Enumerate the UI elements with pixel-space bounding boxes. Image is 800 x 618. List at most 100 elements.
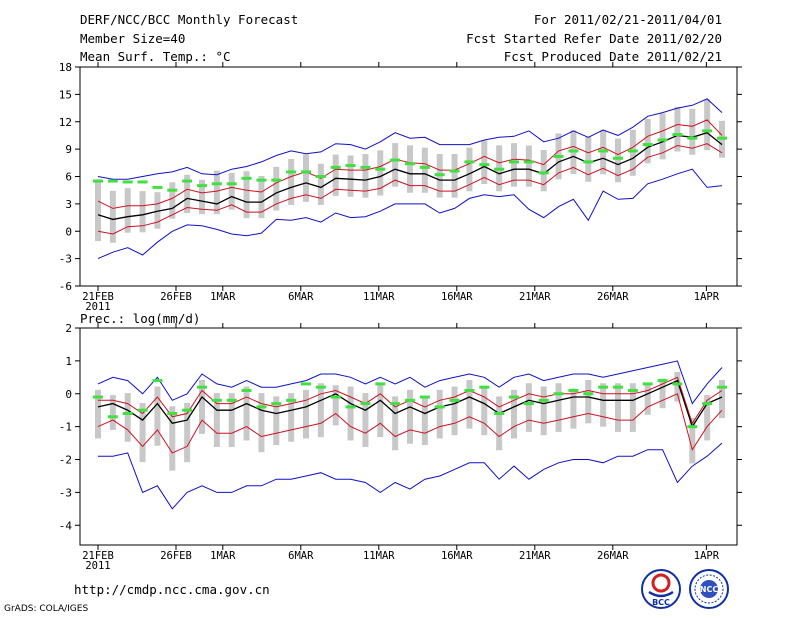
obs-marker: [345, 164, 356, 168]
spread-box: [124, 188, 131, 233]
spread-box: [585, 136, 592, 182]
obs-marker: [122, 411, 133, 415]
spread-box: [540, 386, 547, 436]
obs-marker: [315, 175, 326, 178]
y-tick-label: 12: [59, 116, 72, 129]
y-tick-label: 1: [65, 355, 72, 368]
spread-box: [303, 154, 309, 202]
grads-credit: GrADS: COLA/IGES: [4, 604, 89, 614]
obs-marker: [301, 382, 311, 386]
obs-marker: [93, 395, 103, 399]
obs-marker: [301, 170, 311, 174]
spread-box: [555, 383, 562, 432]
x-tick-label: 16MAR: [441, 550, 473, 562]
obs-marker: [137, 408, 148, 412]
obs-marker: [182, 179, 193, 183]
spread-box: [199, 179, 205, 215]
mean-line: [97, 379, 723, 429]
ncc-logo-text: NCC: [700, 585, 719, 594]
spread-box: [288, 393, 295, 442]
spread-box: [570, 388, 577, 429]
spread-box: [273, 396, 280, 446]
y-tick-label: -4: [59, 519, 73, 532]
obs-marker: [211, 182, 222, 186]
obs-marker: [687, 136, 698, 140]
spread-box: [124, 393, 131, 442]
obs-marker: [568, 149, 579, 153]
obs-marker: [553, 154, 564, 158]
obs-marker: [405, 398, 415, 402]
source-url[interactable]: http://cmdp.ncc.cma.gov.cn: [74, 582, 270, 597]
obs-marker: [122, 180, 133, 184]
obs-marker: [167, 188, 178, 192]
header-variable: Mean Surf. Temp.: °C: [80, 49, 231, 64]
obs-marker: [434, 405, 445, 409]
spread-box: [169, 406, 176, 471]
obs-marker: [152, 185, 163, 189]
spread-box: [213, 170, 220, 215]
spread-box: [288, 158, 295, 205]
spread-box: [258, 393, 265, 453]
header-period: For 2011/02/21-2011/04/01: [533, 12, 722, 27]
spread-box: [184, 402, 191, 463]
obs-marker: [627, 149, 638, 153]
spread-box: [243, 171, 250, 219]
spread-box: [659, 113, 666, 160]
spread-box: [139, 191, 146, 233]
spread-box: [540, 150, 547, 192]
x-tick-label: 6MAR: [288, 291, 314, 303]
spread-box: [704, 395, 711, 441]
spread-box: [392, 143, 399, 187]
x-tick-label: 1MAR: [210, 550, 236, 562]
obs-marker: [345, 405, 356, 409]
x-tick-label: 1MAR: [210, 291, 236, 303]
obs-marker: [494, 411, 505, 415]
obs-marker: [182, 408, 193, 412]
header-produced-date: Fcst Produced Date 2011/02/21: [503, 49, 722, 64]
obs-marker: [702, 129, 713, 133]
obs-marker: [107, 415, 118, 419]
spread-box: [258, 175, 265, 219]
spread-box: [347, 386, 354, 441]
y-tick-label: -3: [59, 486, 72, 499]
obs-marker: [717, 385, 727, 389]
obs-marker: [137, 180, 148, 184]
x-tick-label: 1APR: [694, 550, 720, 562]
spread-box: [600, 383, 607, 427]
y-tick-label: 0: [65, 225, 72, 238]
x-tick-label: 11MAR: [363, 550, 395, 562]
max-line: [97, 360, 723, 405]
y-tick-label: 9: [65, 143, 72, 156]
spread-box: [704, 99, 711, 151]
spread-box: [511, 389, 517, 439]
spread-box: [228, 172, 235, 210]
header-refer-date: Fcst Started Refer Date 2011/02/20: [466, 31, 722, 46]
spread-box: [213, 393, 220, 448]
obs-marker: [197, 385, 207, 389]
obs-marker: [553, 392, 564, 396]
spread-box: [407, 145, 413, 193]
obs-marker: [568, 388, 579, 392]
min-line: [97, 168, 723, 260]
x-tick-label: 26FEB: [160, 550, 192, 562]
spread-box: [481, 386, 488, 436]
obs-marker: [256, 178, 267, 182]
obs-marker: [93, 179, 103, 183]
obs-marker: [523, 402, 534, 406]
x-tick-label: 26MAR: [597, 550, 629, 562]
spread-box: [689, 108, 696, 155]
obs-marker: [464, 388, 475, 392]
spread-box: [109, 395, 116, 430]
spread-box: [199, 379, 205, 434]
spread-box: [585, 379, 592, 424]
obs-marker: [405, 162, 415, 166]
obs-marker: [479, 385, 490, 389]
obs-marker: [449, 169, 460, 173]
obs-marker: [375, 167, 386, 171]
spread-box: [511, 143, 517, 187]
spread-box: [377, 383, 384, 438]
spread-box: [615, 138, 621, 183]
bcc-logo-text: BCC: [652, 598, 670, 607]
spread-box: [719, 379, 725, 419]
